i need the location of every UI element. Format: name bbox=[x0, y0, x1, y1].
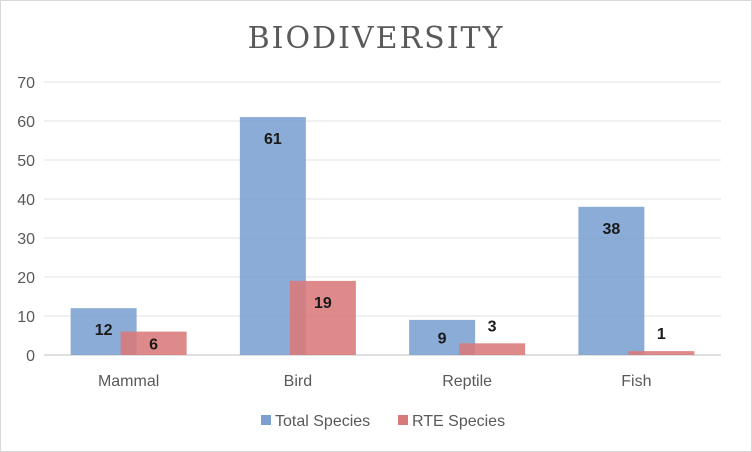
y-tick-label: 60 bbox=[17, 114, 35, 131]
data-label: 19 bbox=[314, 295, 332, 312]
y-tick-label: 50 bbox=[17, 153, 35, 170]
y-tick-label: 20 bbox=[17, 270, 35, 287]
legend-swatch bbox=[261, 415, 271, 425]
legend-label: Total Species bbox=[275, 413, 370, 430]
bar-rte-species-fish bbox=[628, 351, 695, 355]
bars bbox=[70, 117, 695, 355]
legend-label: RTE Species bbox=[412, 413, 505, 430]
data-labels: 12 6 61 19 9 3 38 1 bbox=[95, 131, 666, 353]
bar-rte-species-bird bbox=[289, 280, 356, 355]
data-label: 61 bbox=[264, 131, 282, 148]
category-label: Reptile bbox=[442, 373, 492, 390]
category-label: Bird bbox=[284, 373, 312, 390]
y-tick-label: 40 bbox=[17, 192, 35, 209]
data-label: 9 bbox=[438, 330, 447, 347]
legend-swatch bbox=[398, 415, 408, 425]
bar-total-species-fish bbox=[578, 206, 645, 355]
y-tick-label: 30 bbox=[17, 231, 35, 248]
y-tick-label: 10 bbox=[17, 309, 35, 326]
y-axis-ticks: 0 10 20 30 40 50 60 70 bbox=[17, 75, 35, 365]
data-label: 1 bbox=[657, 326, 666, 343]
gridlines bbox=[44, 81, 721, 356]
y-tick-label: 0 bbox=[26, 348, 35, 365]
x-axis-categories: Mammal Bird Reptile Fish bbox=[98, 373, 652, 390]
data-label: 12 bbox=[95, 322, 113, 339]
chart-title: BIODIVERSITY bbox=[248, 21, 505, 56]
category-label: Fish bbox=[621, 373, 651, 390]
data-label: 6 bbox=[149, 336, 158, 353]
data-label: 38 bbox=[602, 221, 620, 238]
data-label: 3 bbox=[488, 318, 497, 335]
bar-rte-species-reptile bbox=[459, 343, 526, 355]
bar-rte-species-mammal bbox=[120, 331, 187, 355]
category-label: Mammal bbox=[98, 373, 159, 390]
y-tick-label: 70 bbox=[17, 75, 35, 92]
legend: Total Species RTE Species bbox=[261, 413, 505, 430]
